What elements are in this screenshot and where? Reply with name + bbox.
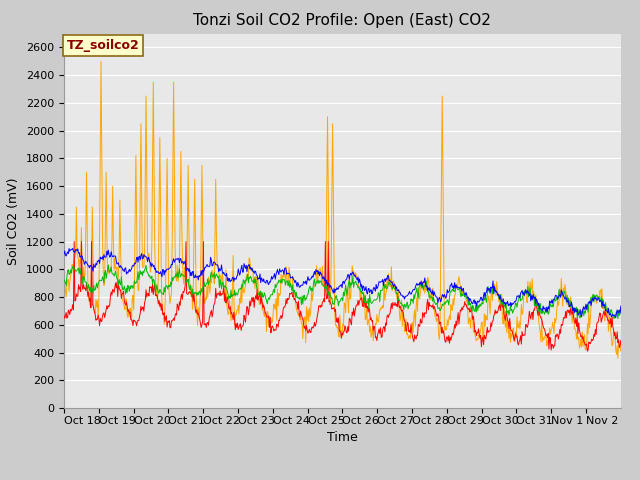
Title: Tonzi Soil CO2 Profile: Open (East) CO2: Tonzi Soil CO2 Profile: Open (East) CO2 [193,13,492,28]
X-axis label: Time: Time [327,431,358,444]
Y-axis label: Soil CO2 (mV): Soil CO2 (mV) [8,177,20,264]
Legend: -2cm, -4cm, -8cm, -16cm: -2cm, -4cm, -8cm, -16cm [160,474,525,480]
Text: TZ_soilco2: TZ_soilco2 [67,39,140,52]
